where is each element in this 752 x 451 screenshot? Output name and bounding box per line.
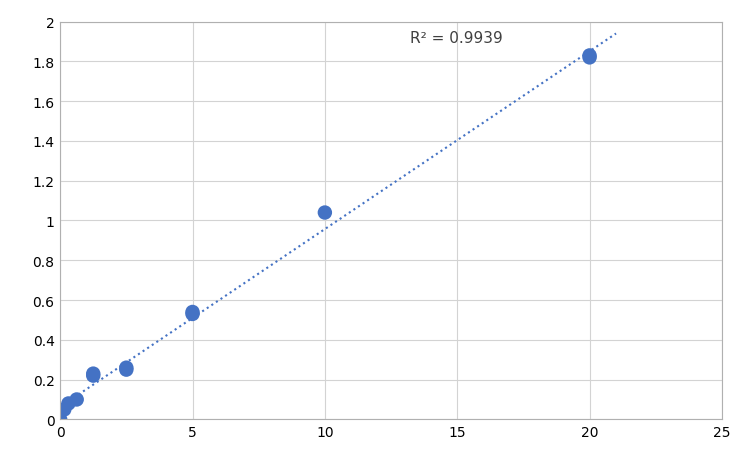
Point — [120, 364, 132, 372]
Point — [584, 55, 596, 62]
Point — [62, 400, 74, 407]
Point — [186, 311, 199, 318]
Text: R² = 0.9939: R² = 0.9939 — [410, 31, 502, 46]
Point — [87, 370, 99, 377]
Point — [87, 372, 99, 379]
Point — [54, 416, 66, 423]
Point — [186, 308, 199, 316]
Point — [120, 366, 132, 373]
Point — [58, 406, 70, 413]
Point — [71, 396, 83, 403]
Point — [584, 53, 596, 60]
Point — [319, 209, 331, 216]
